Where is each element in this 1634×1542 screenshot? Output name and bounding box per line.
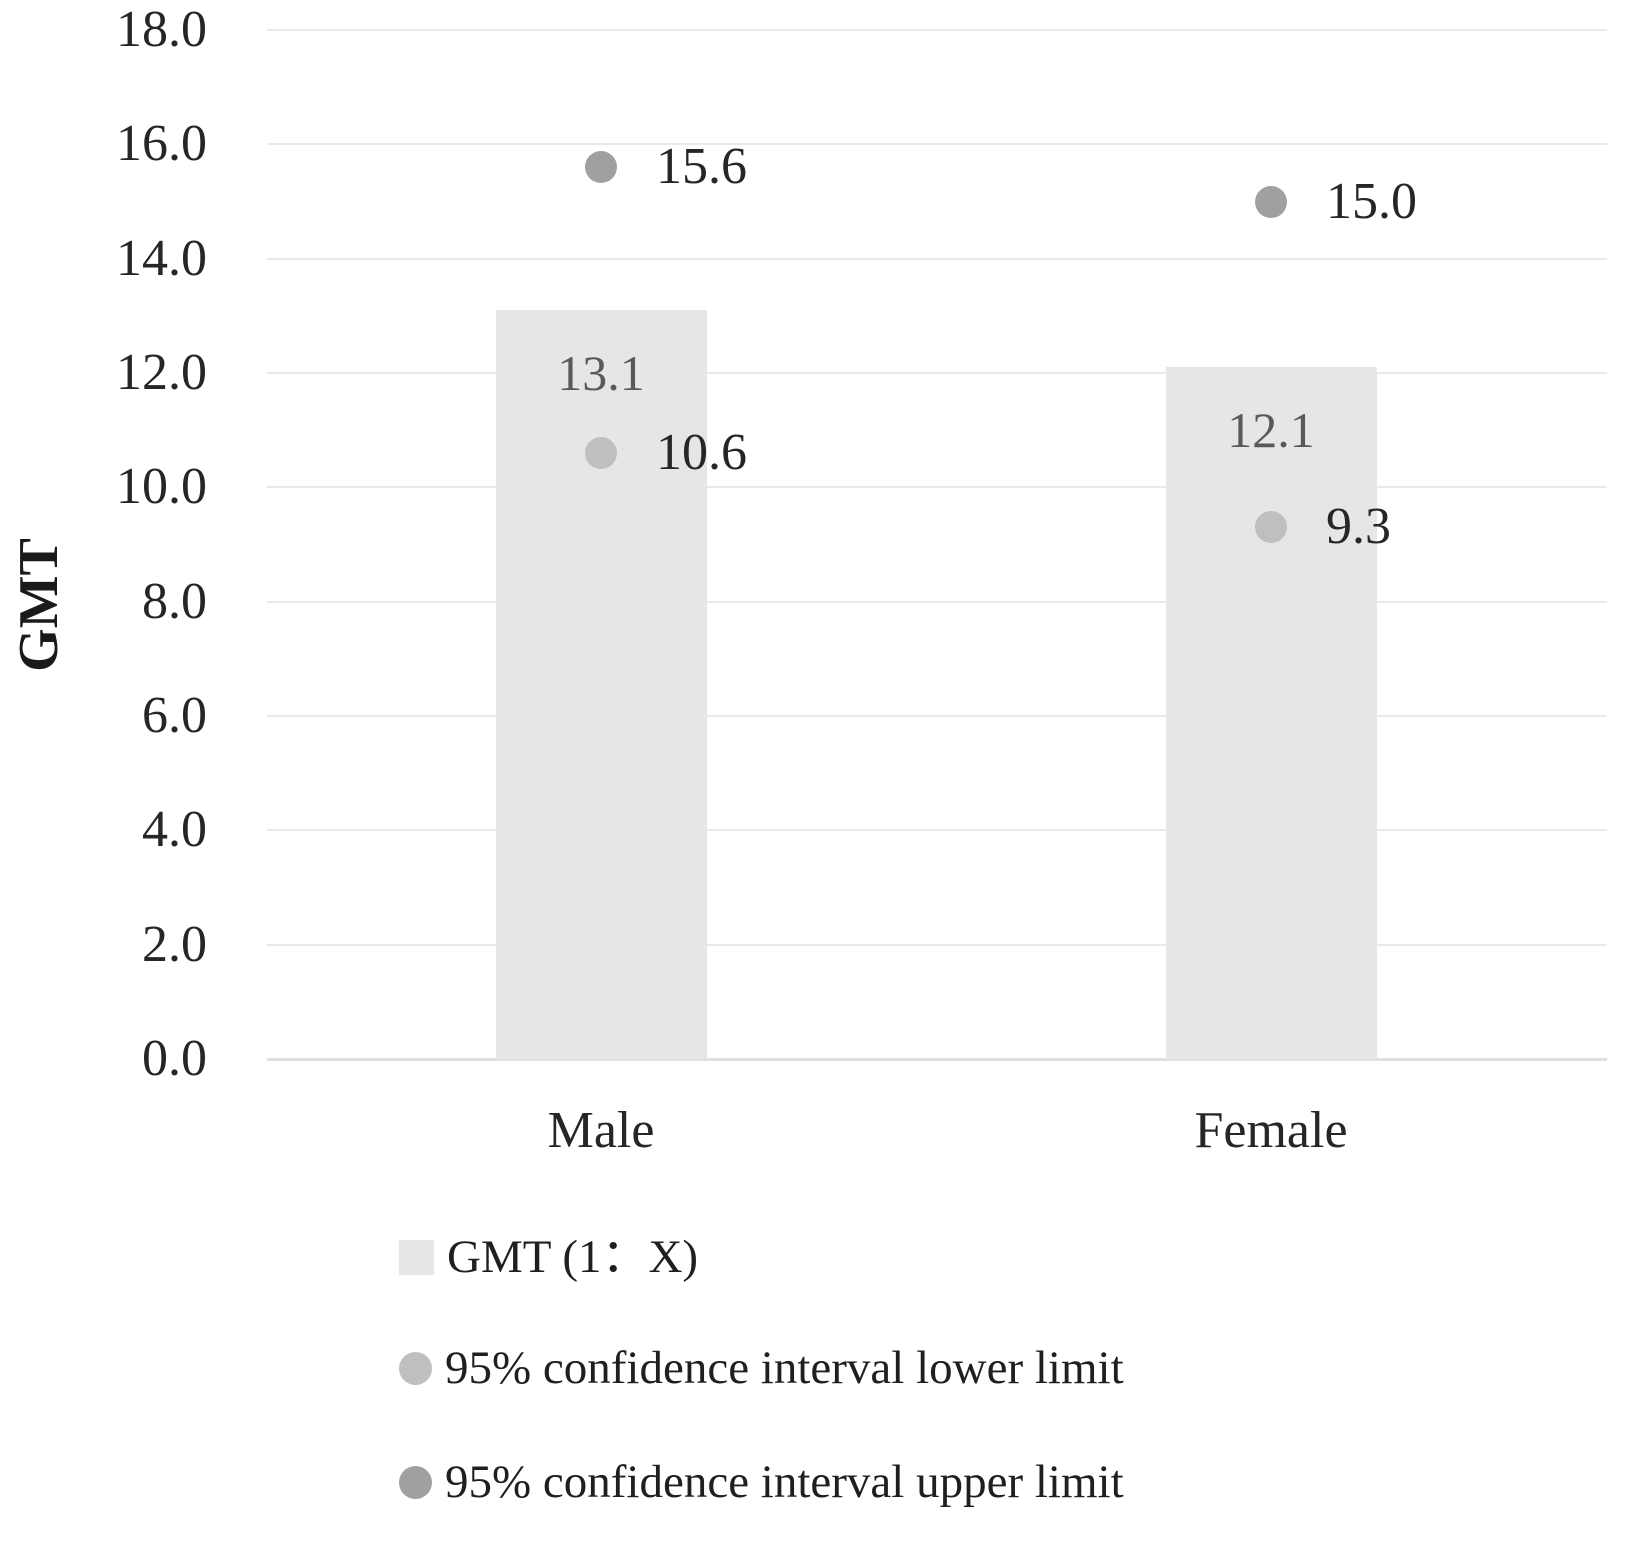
gridline-4.0 <box>267 829 1607 832</box>
legend-label-ci-lower: 95% confidence interval lower limit <box>445 1342 1124 1394</box>
gridline-12.0 <box>267 372 1607 374</box>
legend-item-ci-upper: 95% confidence interval upper limit <box>399 1454 1124 1510</box>
ci-upper-value-label: 15.6 <box>656 138 747 196</box>
gmt-bar-swatch-icon <box>399 1239 434 1275</box>
legend-item-ci-lower: 95% confidence interval lower limit <box>399 1340 1124 1396</box>
y-tick-label: 18.0 <box>116 1 207 58</box>
y-tick-label: 2.0 <box>142 915 207 973</box>
ci-upper-value-label: 15.0 <box>1326 172 1417 230</box>
bar-male <box>495 310 707 1059</box>
gridline-10.0 <box>267 486 1607 489</box>
y-tick-label: 8.0 <box>142 572 207 630</box>
bar-value-label: 12.1 <box>1227 402 1315 459</box>
legend-label-ci-upper: 95% confidence interval upper limit <box>445 1456 1124 1508</box>
ci-lower-dot-female <box>1255 511 1287 544</box>
y-tick-label: 6.0 <box>142 687 207 744</box>
x-category-label-female: Female <box>1194 1102 1348 1159</box>
gridline-16.0 <box>267 143 1607 146</box>
ci-upper-dot-icon <box>399 1465 432 1499</box>
gridline-6.0 <box>267 715 1607 717</box>
x-category-label-male: Male <box>547 1102 655 1159</box>
legend-item-gmt: GMT (1：X) <box>399 1229 698 1285</box>
ci-lower-dot-male <box>585 437 617 470</box>
y-tick-label: 16.0 <box>116 115 207 173</box>
y-tick-label: 12.0 <box>116 344 207 401</box>
ci-lower-dot-icon <box>399 1351 432 1385</box>
y-tick-label: 0.0 <box>142 1030 207 1087</box>
ci-upper-dot-male <box>585 151 617 184</box>
y-tick-label: 10.0 <box>116 458 207 516</box>
ci-upper-dot-female <box>1255 185 1287 218</box>
legend-label-gmt: GMT (1：X) <box>447 1231 699 1283</box>
ci-lower-value-label: 10.6 <box>656 424 747 482</box>
gridline-14.0 <box>267 257 1607 260</box>
y-tick-label: 4.0 <box>142 801 207 859</box>
bar-female <box>1165 367 1377 1059</box>
gridline-0.0 <box>267 1058 1607 1061</box>
gridline-8.0 <box>267 600 1607 603</box>
gridline-2.0 <box>267 943 1607 946</box>
bar-value-label: 13.1 <box>557 345 645 402</box>
y-tick-label: 14.0 <box>116 229 207 287</box>
gridline-18.0 <box>267 29 1607 31</box>
ci-lower-value-label: 9.3 <box>1326 498 1391 556</box>
